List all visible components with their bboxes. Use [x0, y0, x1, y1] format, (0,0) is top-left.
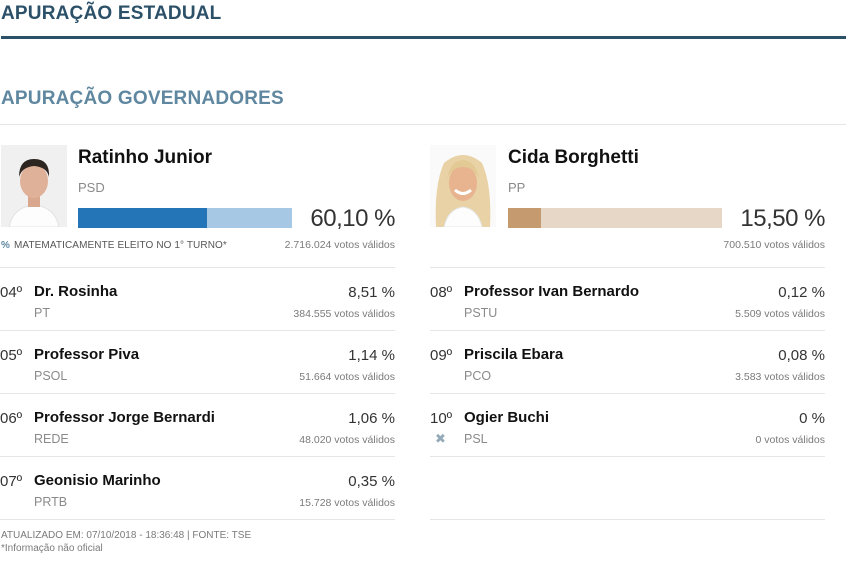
candidate-rank: 08º	[430, 284, 453, 301]
candidate-party: PRTB	[34, 495, 68, 509]
x-icon: ✖	[435, 431, 446, 446]
vote-progress-fill	[78, 208, 207, 228]
candidate-row: 06º Professor Jorge Bernardi REDE 1,06 %…	[0, 394, 395, 457]
candidate-list: 04º Dr. Rosinha PT 8,51 % 384.555 votos …	[0, 267, 395, 520]
candidate-name: Dr. Rosinha	[34, 283, 118, 300]
candidate-party: PCO	[464, 369, 492, 383]
candidate-party: PP	[508, 180, 526, 195]
candidate-photo	[430, 145, 496, 227]
candidate-percent: 8,51 %	[348, 284, 395, 301]
candidate-name: Professor Jorge Bernardi	[34, 409, 215, 426]
section-title: APURAÇÃO ESTADUAL	[1, 3, 222, 24]
candidate-rank: 06º	[0, 410, 23, 427]
vote-progress-bar	[508, 208, 722, 228]
candidate-row: 08º Professor Ivan Bernardo PSTU 0,12 % …	[430, 268, 825, 331]
candidate-percent: 0,12 %	[778, 284, 825, 301]
candidate-photo	[1, 145, 67, 227]
candidate-votes: 5.509 votos válidos	[735, 308, 825, 320]
candidate-list: 08º Professor Ivan Bernardo PSTU 0,12 % …	[430, 267, 825, 520]
candidate-name: Priscila Ebara	[464, 346, 564, 363]
candidate-votes: 700.510 votos válidos	[723, 239, 825, 251]
update-timestamp: ATUALIZADO EM: 07/10/2018 - 18:36:48 | F…	[1, 530, 252, 541]
candidate-percent: 0,08 %	[778, 347, 825, 364]
candidate-percent: 60,10 %	[310, 205, 395, 232]
candidate-party: PSOL	[34, 369, 68, 383]
candidate-row: 04º Dr. Rosinha PT 8,51 % 384.555 votos …	[0, 268, 395, 331]
candidate-name: Geonisio Marinho	[34, 472, 161, 489]
candidate-name: Professor Piva	[34, 346, 140, 363]
candidate-party: PSTU	[464, 306, 498, 320]
candidate-percent: 0 %	[799, 410, 825, 427]
right-column: Cida Borghetti PP 15,50 % 700.510 votos …	[430, 125, 825, 520]
candidate-rank: 10º	[430, 410, 453, 427]
footer: ATUALIZADO EM: 07/10/2018 - 18:36:48 | F…	[1, 529, 251, 555]
candidate-votes: 15.728 votos válidos	[299, 497, 395, 509]
election-status-text: MATEMATICAMENTE ELEITO NO 1° TURNO*	[14, 240, 227, 251]
left-column: Ratinho Junior PSD 60,10 % % MATEMATICAME…	[0, 125, 395, 520]
candidate-row: 07º Geonisio Marinho PRTB 0,35 % 15.728 …	[0, 457, 395, 520]
candidate-votes: 384.555 votos válidos	[293, 308, 395, 320]
leader-card: Ratinho Junior PSD 60,10 % % MATEMATICAME…	[0, 125, 395, 267]
candidate-rank: 05º	[0, 347, 23, 364]
candidate-party: PSL	[464, 432, 488, 446]
candidate-row: 09º Priscila Ebara PCO 0,08 % 3.583 voto…	[430, 331, 825, 394]
candidate-votes: 2.716.024 votos válidos	[284, 239, 395, 251]
candidate-percent: 15,50 %	[740, 205, 825, 232]
candidate-votes: 0 votos válidos	[755, 434, 825, 446]
candidate-rank: 09º	[430, 347, 453, 364]
candidate-percent: 0,35 %	[348, 473, 395, 490]
empty-row	[430, 457, 825, 520]
candidate-name: Professor Ivan Bernardo	[464, 283, 640, 300]
candidate-votes: 48.020 votos válidos	[299, 434, 395, 446]
candidate-party: REDE	[34, 432, 69, 446]
candidate-rank: 07º	[0, 473, 23, 490]
candidate-rank: 04º	[0, 284, 23, 301]
leader-card: Cida Borghetti PP 15,50 % 700.510 votos …	[430, 125, 825, 267]
section-divider	[1, 36, 846, 39]
candidate-votes: 3.583 votos válidos	[735, 371, 825, 383]
vote-progress-bar	[78, 208, 292, 228]
male-portrait-icon	[1, 145, 67, 227]
disclaimer-note: *Informação não oficial	[1, 543, 103, 554]
candidate-party: PT	[34, 306, 50, 320]
candidate-row: 10º Ogier Buchi ✖ PSL 0 % 0 votos válido…	[430, 394, 825, 457]
percent-icon: %	[1, 240, 10, 251]
candidate-votes: 51.664 votos válidos	[299, 371, 395, 383]
candidate-percent: 1,14 %	[348, 347, 395, 364]
subsection-title: APURAÇÃO GOVERNADORES	[1, 88, 284, 109]
candidate-party: PSD	[78, 180, 105, 195]
election-status: % MATEMATICAMENTE ELEITO NO 1° TURNO*	[1, 240, 227, 251]
candidate-row: 05º Professor Piva PSOL 1,14 % 51.664 vo…	[0, 331, 395, 394]
candidate-name: Cida Borghetti	[508, 147, 639, 168]
vote-progress-fill	[508, 208, 542, 228]
candidate-name: Ratinho Junior	[78, 147, 213, 168]
female-portrait-icon	[430, 145, 496, 227]
subsection-divider	[0, 124, 846, 125]
candidate-percent: 1,06 %	[348, 410, 395, 427]
candidate-name: Ogier Buchi	[464, 409, 550, 426]
